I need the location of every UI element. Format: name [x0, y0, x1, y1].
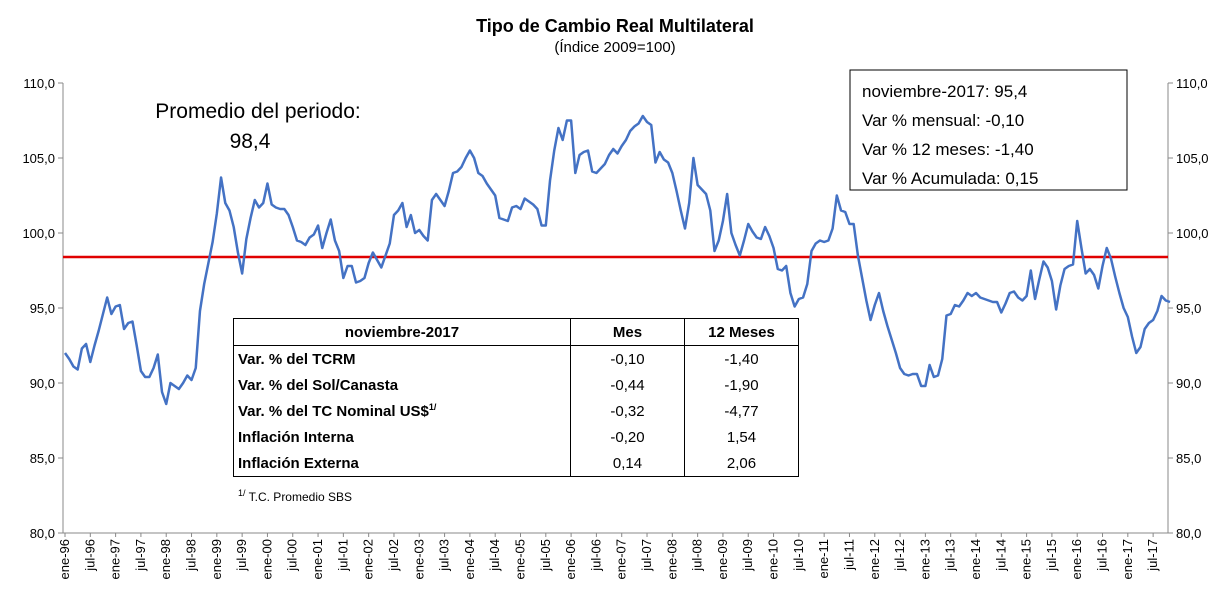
x-tick-label: ene-05 — [512, 539, 527, 579]
table-cell: Inflación Externa — [233, 450, 571, 477]
x-tick-label: ene-17 — [1120, 539, 1135, 579]
y-tick-label: 85,0 — [30, 451, 55, 466]
x-tick-label: ene-08 — [664, 539, 679, 579]
y-tick-label: 105,0 — [22, 151, 55, 166]
table-header-cell: noviembre-2017 — [233, 318, 571, 346]
table-cell: Var. % del TC Nominal US$1/ — [233, 398, 571, 424]
table-cell: Var. % del Sol/Canasta — [233, 372, 571, 398]
info-box — [849, 69, 1128, 191]
table-cell: Inflación Interna — [233, 424, 571, 450]
info-line: Var % Acumulada: 0,15 — [862, 169, 1038, 188]
table-cell: -1,40 — [684, 345, 799, 372]
x-tick-label: ene-14 — [968, 539, 983, 579]
table-cell: -0,32 — [570, 398, 685, 424]
table-row: Inflación Externa 0,14 2,06 — [233, 450, 799, 477]
y2-tick-label: 105,0 — [1176, 151, 1209, 166]
info-line: Var % mensual: -0,10 — [862, 111, 1024, 130]
x-tick-label: ene-97 — [108, 539, 123, 579]
y-tick-label: 90,0 — [30, 376, 55, 391]
table-cell: -0,44 — [570, 372, 685, 398]
x-tick-label: jul-11 — [841, 539, 856, 571]
x-tick-label: ene-10 — [766, 539, 781, 579]
x-tick-label: ene-03 — [411, 539, 426, 579]
average-caption: Promedio del periodo: — [155, 100, 360, 123]
table-cell: -0,10 — [570, 345, 685, 372]
average-label: 98,4 — [230, 130, 271, 153]
x-tick-label: ene-07 — [614, 539, 629, 579]
x-tick-label: jul-03 — [437, 539, 452, 572]
table-header-row: noviembre-2017 Mes 12 Meses — [233, 318, 799, 346]
y2-tick-label: 100,0 — [1176, 226, 1209, 241]
y-tick-label: 110,0 — [23, 76, 55, 91]
table-cell: 1,54 — [684, 424, 799, 450]
table-cell: -4,77 — [684, 398, 799, 424]
x-tick-label: jul-00 — [285, 539, 300, 572]
y2-tick-label: 95,0 — [1176, 301, 1201, 316]
y-tick-label: 80,0 — [30, 526, 55, 541]
info-line: noviembre-2017: 95,4 — [862, 82, 1027, 101]
x-tick-label: jul-13 — [943, 539, 958, 572]
table-cell: 0,14 — [570, 450, 685, 477]
x-tick-label: ene-04 — [462, 539, 477, 579]
y2-tick-label: 80,0 — [1176, 526, 1201, 541]
x-tick-label: jul-02 — [386, 539, 401, 572]
x-tick-label: ene-12 — [867, 539, 882, 579]
table-header-cell: Mes — [570, 318, 685, 346]
footnote: 1/ T.C. Promedio SBS — [238, 488, 352, 504]
table-cell: -0,20 — [570, 424, 685, 450]
info-line: Var % 12 meses: -1,40 — [862, 140, 1034, 159]
table-row: Inflación Interna -0,20 1,54 — [233, 424, 799, 450]
x-tick-label: jul-16 — [1095, 539, 1110, 572]
x-tick-label: jul-07 — [639, 539, 654, 572]
x-tick-label: jul-97 — [133, 539, 148, 572]
x-tick-label: jul-10 — [791, 539, 806, 572]
x-tick-label: jul-14 — [993, 539, 1008, 572]
y-tick-label: 100,0 — [22, 226, 55, 241]
footnote-marker: 1/ — [428, 402, 437, 412]
y2-tick-label: 85,0 — [1176, 451, 1201, 466]
x-tick-label: jul-05 — [538, 539, 553, 572]
x-tick-label: ene-16 — [1069, 539, 1084, 579]
x-tick-label: ene-11 — [816, 539, 831, 579]
footnote-marker: 1/ — [238, 488, 246, 498]
x-tick-label: jul-98 — [184, 539, 199, 572]
x-tick-label: jul-01 — [335, 539, 350, 572]
summary-table: noviembre-2017 Mes 12 Meses Var. % del TCRM… — [233, 318, 799, 477]
y2-tick-label: 110,0 — [1176, 76, 1208, 91]
x-tick-label: ene-01 — [310, 539, 325, 579]
y-tick-label: 95,0 — [30, 301, 55, 316]
series-line — [63, 114, 1171, 406]
chart-subtitle: (Índice 2009=100) — [554, 39, 675, 56]
table-row: Var. % del TC Nominal US$1/-0,32 -4,77 — [233, 398, 799, 424]
table-cell: Var. % del TCRM — [233, 345, 571, 372]
table-cell: -1,90 — [684, 372, 799, 398]
x-tick-label: ene-98 — [158, 539, 173, 579]
x-tick-label: ene-13 — [917, 539, 932, 579]
x-tick-label: jul-09 — [740, 539, 755, 572]
x-tick-label: jul-96 — [82, 539, 97, 572]
x-tick-label: ene-96 — [57, 539, 72, 579]
x-tick-label: ene-15 — [1019, 539, 1034, 579]
y2-tick-label: 90,0 — [1176, 376, 1201, 391]
x-tick-label: jul-12 — [892, 539, 907, 572]
table-row: Var. % del Sol/Canasta -0,44 -1,90 — [233, 372, 799, 398]
chart-title: Tipo de Cambio Real Multilateral — [476, 16, 754, 36]
x-tick-label: jul-99 — [234, 539, 249, 572]
x-tick-label: jul-17 — [1145, 539, 1160, 572]
x-tick-label: ene-02 — [361, 539, 376, 579]
x-tick-label: jul-08 — [690, 539, 705, 572]
x-tick-label: ene-00 — [259, 539, 274, 579]
x-tick-label: jul-15 — [1044, 539, 1059, 572]
x-tick-label: jul-04 — [487, 539, 502, 572]
table-cell: 2,06 — [684, 450, 799, 477]
x-tick-label: ene-99 — [209, 539, 224, 579]
x-tick-label: ene-06 — [563, 539, 578, 579]
table-header-cell: 12 Meses — [684, 318, 799, 346]
table-row: Var. % del TCRM -0,10 -1,40 — [233, 345, 799, 372]
footnote-text: T.C. Promedio SBS — [248, 490, 353, 504]
x-tick-label: jul-06 — [588, 539, 603, 572]
x-tick-label: ene-09 — [715, 539, 730, 579]
